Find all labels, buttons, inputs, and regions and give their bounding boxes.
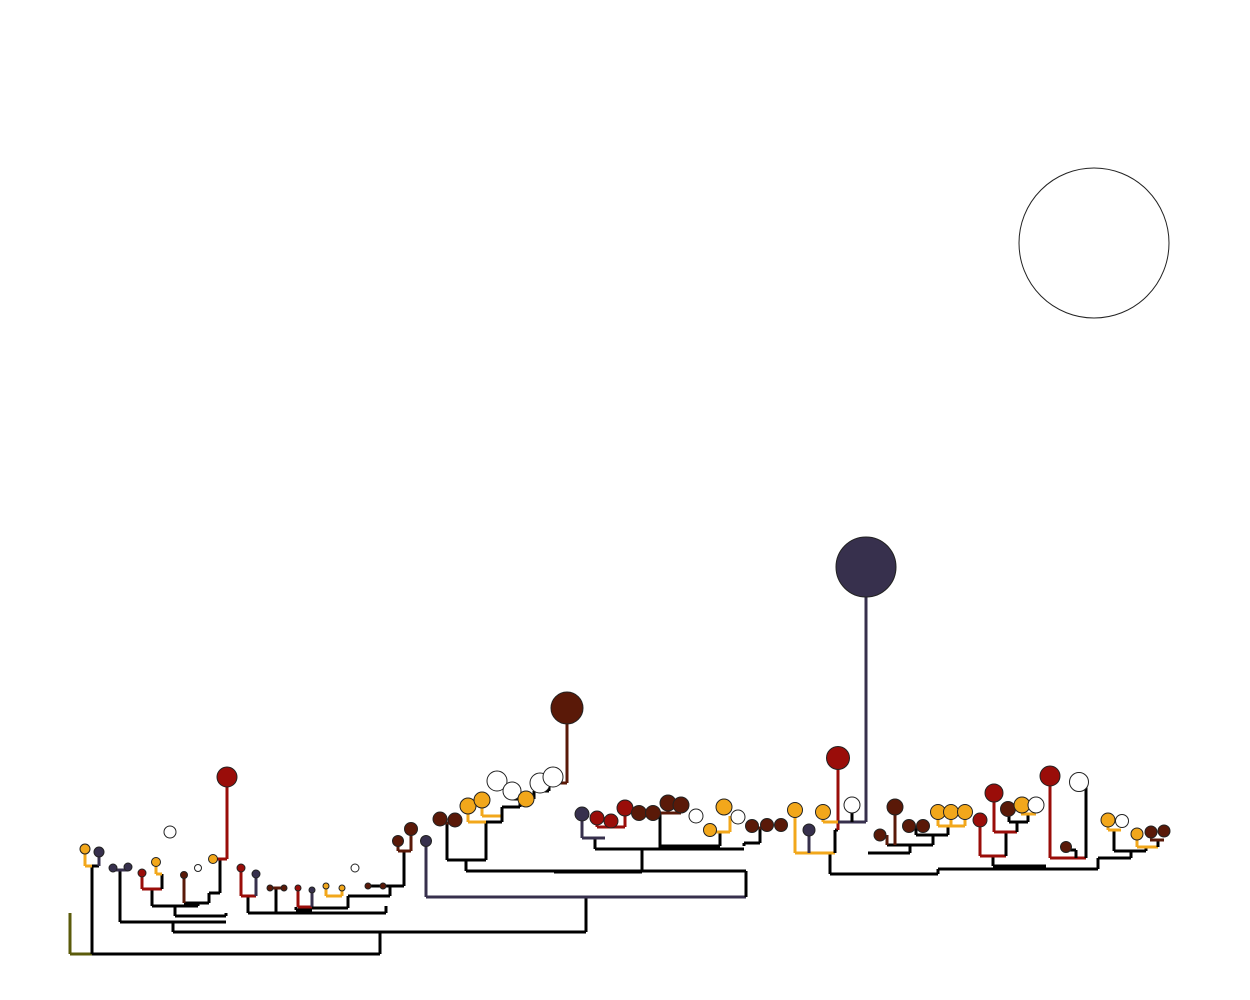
leaf-node [550,691,584,725]
leaf-node [645,805,661,821]
leaf-node [194,864,202,872]
leaf-node [294,884,302,892]
leaf-node [715,798,733,816]
leaf-node [1069,772,1089,792]
leaf-node [745,819,759,833]
leaf-node [703,823,717,837]
leaf-node [835,536,897,598]
leaf-node [815,804,831,820]
leaf-node [902,819,916,833]
leaf-node [1027,796,1045,814]
leaf-node [589,810,605,826]
leaf-node [873,828,887,842]
leaf-node [984,783,1004,803]
leaf-node [93,846,105,858]
leaf-node [802,823,816,837]
leaf-node [404,822,418,836]
leaf-node [616,799,634,817]
leaf-node [730,809,746,825]
leaf-node [972,812,988,828]
leaf-node [517,790,535,808]
leaf-node [787,802,803,818]
leaf-node [688,808,704,824]
leaf-node [308,886,316,894]
leaf-node [266,884,274,892]
leaf-node [603,813,619,829]
leaf-node [916,819,930,833]
leaf-node [486,770,508,792]
leaf-node [1157,824,1171,838]
leaf-node [672,796,690,814]
leaf-node [957,804,973,820]
leaf-node [236,863,246,873]
leaf-node [108,863,118,873]
leaf-node [943,804,959,820]
leaf-node [364,882,372,890]
leaf-node [1060,841,1072,853]
tree-leaves [79,536,1171,894]
leaf-node [1000,801,1016,817]
leaf-node [379,882,387,890]
leaf-node [137,868,147,878]
leaf-node [1115,814,1129,828]
leaf-node [79,843,91,855]
leaf-node [208,854,218,864]
leaf-node [886,798,904,816]
leaf-node [1039,765,1061,787]
leaf-node [322,882,330,890]
leaf-node [473,791,491,809]
leaf-node [180,871,188,879]
leaf-node [1144,825,1158,839]
leaf-node [163,825,177,839]
leaf-node [123,862,133,872]
leaf-node [420,835,432,847]
leaf-node [574,806,590,822]
leaf-node [760,818,774,832]
leaf-node [151,857,161,867]
leaf-node [447,812,463,828]
leaf-node [280,884,288,892]
leaf-node [216,766,238,788]
leaf-node [1130,827,1144,841]
leaf-node [631,805,647,821]
leaf-node [502,781,522,801]
leaf-node [432,811,448,827]
leaf-node [1100,812,1116,828]
leaf-node [392,835,404,847]
leaf-node [542,766,564,788]
leaf-node [350,863,360,873]
leaf-node [338,884,346,892]
tree-branches [68,567,1164,956]
legend-open-circle [1018,167,1170,319]
leaf-node [251,869,261,879]
leaf-node [843,796,861,814]
leaf-node [826,746,850,770]
leaf-node [774,818,788,832]
